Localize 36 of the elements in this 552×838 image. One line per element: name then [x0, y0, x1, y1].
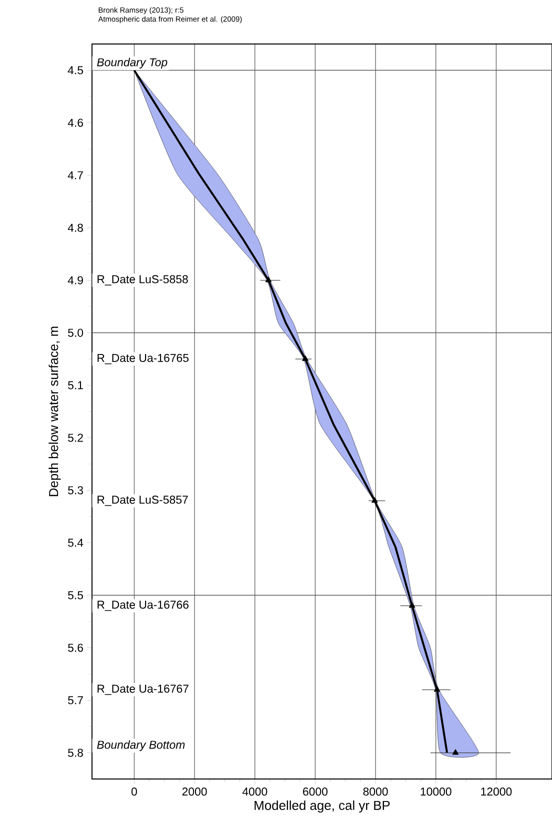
x-tick-label: 8000: [363, 788, 388, 796]
y-tick-label: 5.8: [68, 748, 83, 757]
point: [434, 686, 440, 692]
point: [408, 602, 416, 608]
x-tick-label: 0: [131, 788, 137, 796]
annotation: Boundary Top: [97, 58, 168, 69]
annotation: R_Date LuS-5858: [98, 275, 188, 286]
y-tick-label: 4.6: [68, 118, 83, 127]
x-tick-label: 10000: [420, 788, 452, 796]
y-tick-label: 5.4: [68, 538, 84, 547]
y-tick-label: 5.6: [68, 644, 83, 652]
annotation: R_Date Ua-16766: [98, 600, 188, 611]
point: [265, 276, 272, 282]
y-tick-label: 5.2: [68, 434, 83, 442]
point: [302, 355, 308, 361]
y-tick-label: 4.7: [68, 171, 83, 180]
y-tick-label: 5.0: [68, 328, 84, 337]
y-tick-label: 4.5: [68, 66, 84, 74]
annotation: Boundary Bottom: [97, 740, 185, 752]
annotation: R_Date LuS-5857: [98, 496, 188, 506]
y-tick-label: 4.8: [68, 224, 83, 232]
x-tick-label: 4000: [242, 788, 268, 796]
y-tick-label: 5.3: [68, 486, 83, 494]
x-tick-label: 2000: [182, 788, 207, 796]
y-tick-label: 5.5: [68, 591, 84, 600]
y-tick-label: 5.1: [68, 381, 83, 390]
point: [371, 497, 378, 503]
x-tick-label: 6000: [303, 788, 328, 796]
annotation: R_Date Ua-16767: [98, 684, 188, 695]
y-axis-title: Depth below water surface, m: [48, 326, 61, 496]
annotation: R_Date Ua-16765: [98, 354, 189, 364]
x-axis-title: Modelled age, cal yr BP: [254, 800, 390, 813]
y-tick-label: 5.7: [68, 696, 83, 704]
x-tick-label: 12000: [481, 788, 512, 796]
point: [452, 749, 459, 755]
y-tick-label: 4.9: [68, 276, 83, 284]
